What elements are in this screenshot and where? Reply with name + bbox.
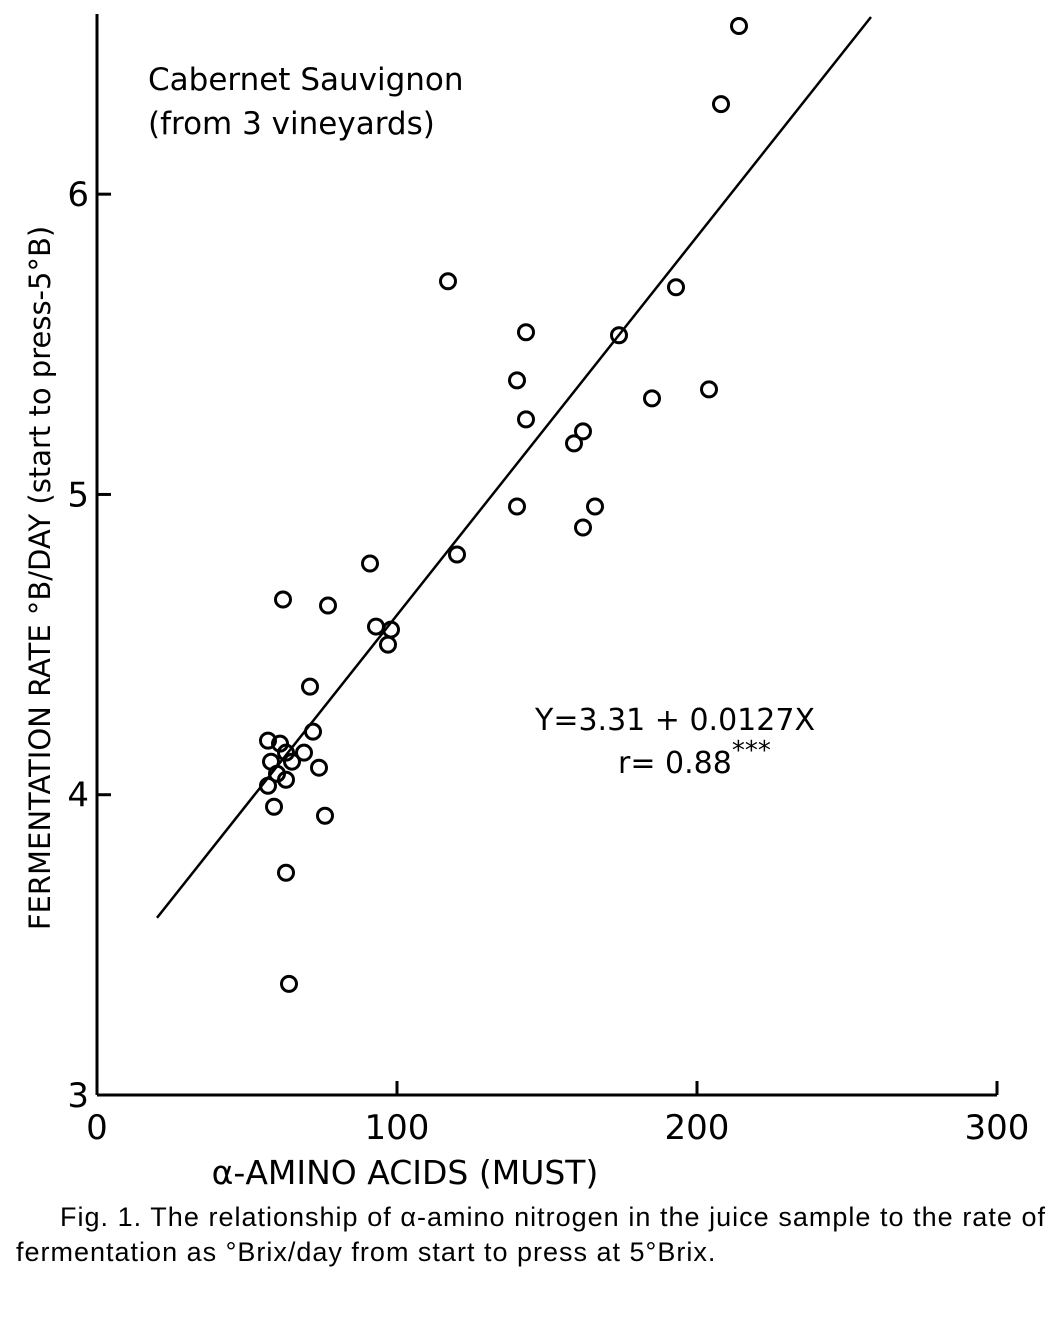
data-point <box>508 371 526 390</box>
y-tick-label: 5 <box>67 475 89 515</box>
correlation-label: r= 0.88*** <box>618 736 771 781</box>
data-point <box>259 731 277 750</box>
figure-caption: Fig. 1. The relationship of α-amino nitr… <box>16 1202 1046 1267</box>
data-point <box>643 389 661 408</box>
correlation-value: r= 0.88 <box>618 746 732 781</box>
x-tick-label: 0 <box>86 1108 108 1148</box>
data-point <box>295 743 313 762</box>
x-tick-label: 300 <box>965 1108 1030 1148</box>
data-points <box>259 17 748 993</box>
data-point <box>301 677 319 696</box>
data-point <box>265 797 283 816</box>
y-tick-label: 6 <box>67 175 89 215</box>
tick-labels: 0 100 200 300 3 4 5 6 <box>67 175 1029 1148</box>
data-point <box>274 590 292 609</box>
data-point <box>610 326 628 345</box>
data-point <box>367 617 385 636</box>
data-point <box>517 323 535 342</box>
data-point <box>574 422 592 441</box>
data-point <box>517 410 535 429</box>
data-point <box>304 722 322 741</box>
significance-stars: *** <box>732 736 771 766</box>
data-point <box>310 758 328 777</box>
data-point <box>508 497 526 516</box>
annotation-line-2: (from 3 vineyards) <box>148 106 435 142</box>
data-point <box>280 974 298 993</box>
x-tick-label: 100 <box>365 1108 430 1148</box>
data-point <box>448 545 466 564</box>
y-tick-label: 4 <box>67 776 89 816</box>
data-point <box>319 596 337 615</box>
fit-line-group <box>156 16 872 919</box>
data-point <box>730 17 748 36</box>
x-tick-label: 200 <box>665 1108 730 1148</box>
scatter-chart: 0 100 200 300 3 4 5 6 Cabernet Sauvignon (from … <box>23 14 1029 1192</box>
y-tick-label: 3 <box>67 1076 89 1116</box>
data-point <box>277 863 295 882</box>
data-point <box>565 434 583 453</box>
data-point <box>316 806 334 825</box>
regression-equation: Y=3.31 + 0.0127X <box>534 703 815 738</box>
y-axis-label: FERMENTATION RATE °B/DAY (start to press… <box>23 226 57 930</box>
data-point <box>361 554 379 573</box>
x-axis-label: α-AMINO ACIDS (MUST) <box>212 1153 599 1192</box>
data-point <box>259 776 277 795</box>
data-point <box>712 95 730 114</box>
data-point <box>667 278 685 297</box>
annotation-line-1: Cabernet Sauvignon <box>148 62 464 98</box>
data-point <box>574 518 592 537</box>
data-point <box>283 752 301 771</box>
data-point <box>379 635 397 654</box>
regression-line <box>156 16 872 919</box>
axes <box>95 14 999 1097</box>
data-point <box>277 770 295 789</box>
data-point <box>439 272 457 291</box>
data-point <box>586 497 604 516</box>
data-point <box>700 380 718 399</box>
